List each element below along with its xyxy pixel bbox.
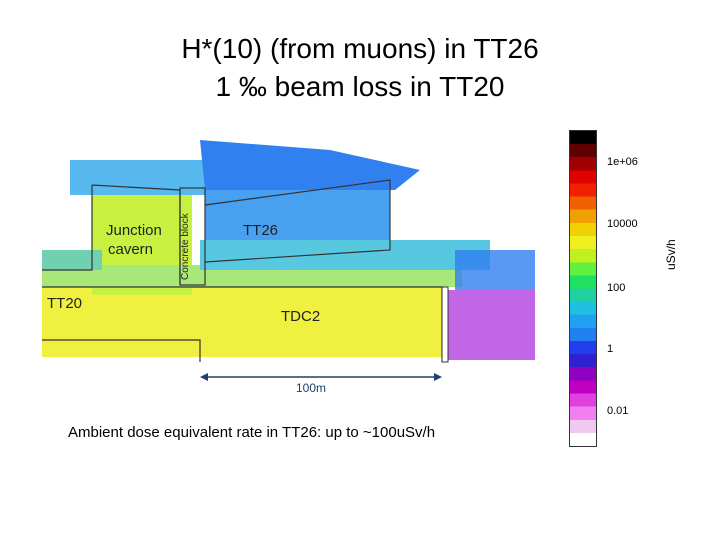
junction-label-line2: cavern — [108, 241, 154, 258]
tt26-top-region — [200, 140, 420, 190]
scale-bar-label: 100m — [296, 381, 327, 395]
concrete-block-outline — [179, 187, 206, 286]
colorbar-tick-1: 1e+06 — [607, 156, 638, 168]
junction-outline — [42, 185, 93, 271]
colorbar-unit: uSv/h — [664, 239, 678, 270]
colorbar — [569, 130, 597, 447]
transition-band — [42, 265, 462, 287]
page-title-line1: H*(10) (from muons) in TT26 — [181, 33, 539, 64]
left-band — [42, 250, 102, 270]
upper-left-region — [70, 160, 210, 195]
caption: Ambient dose equivalent rate in TT26: up… — [68, 424, 436, 441]
page-title-line2: 1 ‰ beam loss in TT20 — [215, 71, 505, 102]
beam-dump-marker — [441, 286, 449, 363]
tt26-outline — [204, 179, 391, 263]
right-noise — [445, 290, 535, 360]
colorbar-tick-5: 0.01 — [607, 405, 629, 417]
mid-band — [200, 240, 490, 270]
tt26-label: TT26 — [243, 222, 279, 239]
tdc2-region — [42, 285, 442, 357]
tdc2-lower-outline — [42, 339, 201, 362]
right-blue — [455, 250, 535, 290]
colorbar-tick-3: 100 — [607, 282, 626, 294]
junction-label-line1: Junction — [106, 222, 162, 239]
colorbar-tick-2: 10000 — [607, 218, 638, 230]
tt20-label: TT20 — [47, 295, 83, 312]
colorbar-tick-4: 1 — [607, 343, 614, 355]
scale-bar — [200, 373, 442, 381]
concrete-block-label: Concrete block — [180, 213, 191, 280]
tdc2-label: TDC2 — [281, 308, 321, 325]
